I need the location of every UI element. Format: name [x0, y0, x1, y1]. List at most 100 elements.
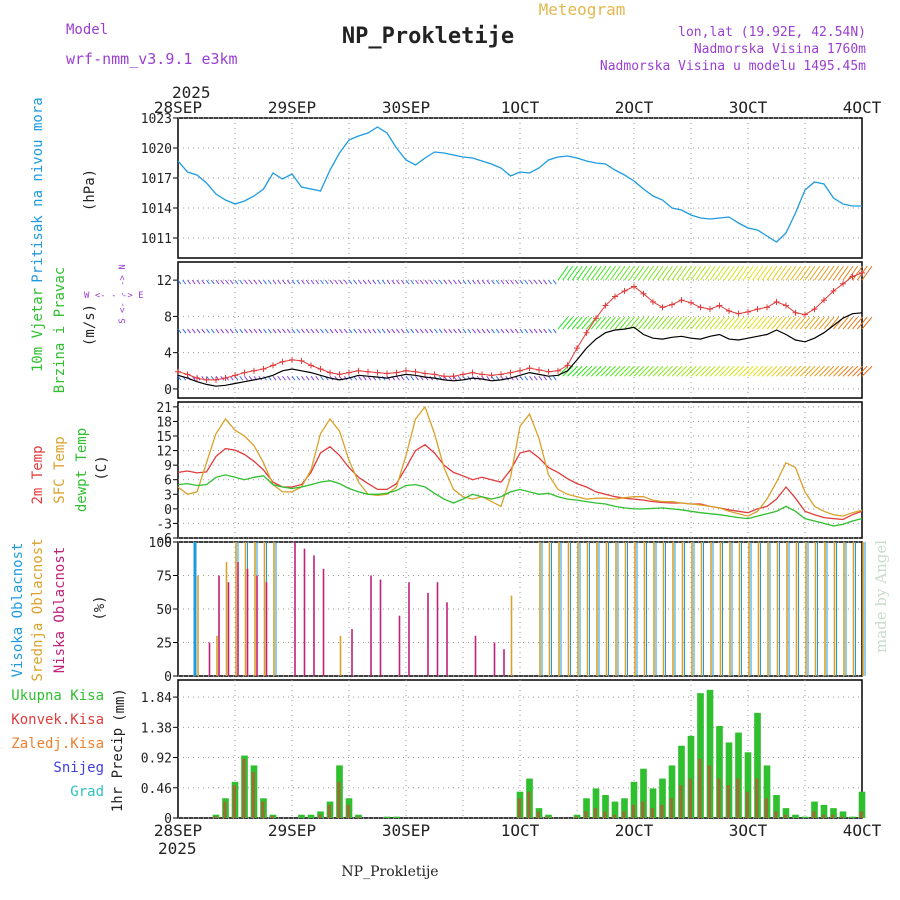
precip-bar-convective	[242, 758, 246, 818]
wind-direction-mark	[576, 265, 588, 281]
wind-direction-mark	[495, 279, 500, 285]
wind-direction-mark	[315, 328, 320, 334]
wind-direction-mark	[709, 265, 721, 281]
gust-marker	[688, 299, 694, 306]
precip-bar-total	[307, 814, 315, 818]
wind-direction-mark	[676, 316, 688, 330]
gust-marker	[270, 362, 276, 369]
wind-direction-mark	[457, 328, 462, 334]
precip-bar-convective	[337, 781, 341, 818]
wind-direction-mark	[282, 279, 286, 285]
wind-panel: 12 8 4 0	[156, 261, 873, 399]
pressure-ytick-label: 1017	[141, 172, 172, 187]
gust-marker	[412, 368, 419, 375]
precip-bar-total	[725, 742, 733, 818]
wind-direction-mark	[457, 279, 462, 285]
wind-direction-mark	[643, 265, 654, 281]
wind-direction-mark	[443, 279, 448, 285]
wind-direction-mark	[814, 316, 825, 330]
wind-direction-mark	[277, 279, 282, 285]
gust-marker	[707, 306, 713, 313]
wind-direction-mark	[210, 328, 215, 334]
wind-direction-mark	[467, 328, 472, 334]
wind-direction-mark	[733, 265, 745, 281]
wind-direction-mark	[182, 328, 187, 334]
wind-direction-mark	[267, 279, 272, 285]
wind-direction-mark	[752, 365, 764, 377]
wind-direction-mark	[847, 316, 859, 330]
wind-direction-mark	[191, 328, 196, 334]
wind-direction-mark	[448, 279, 453, 285]
wind-direction-mark	[633, 265, 645, 281]
legend-frozen-precip: Zaledj.Kisa	[11, 736, 104, 752]
gust-marker	[697, 304, 704, 311]
wind-direction-mark	[191, 279, 196, 285]
wind-direction-mark	[282, 328, 286, 334]
series-2m-temp	[177, 443, 863, 521]
precip-bar-convective	[831, 814, 835, 818]
precip-bar-total	[763, 765, 771, 818]
gust-marker	[602, 302, 609, 309]
x-label-top: 4OCT	[843, 98, 882, 117]
wind-direction-mark	[543, 375, 548, 381]
series-dewpt-temp	[177, 474, 863, 527]
wind-direction-mark	[438, 328, 443, 334]
wind-direction-mark	[367, 328, 372, 334]
temperature-ytick-label: -3	[156, 517, 172, 532]
wind-direction-mark	[215, 279, 220, 285]
wind-direction-mark	[310, 328, 315, 334]
wind-direction-mark	[643, 316, 654, 330]
wind-direction-mark	[239, 375, 244, 381]
wind-direction-mark	[305, 328, 310, 334]
wind-direction-mark	[799, 316, 811, 330]
precip-bar-total	[678, 745, 685, 818]
temp-subtitle: SFC Temp	[52, 436, 68, 503]
wind-direction-mark	[614, 316, 626, 330]
wind-direction-mark	[301, 279, 305, 285]
precip-bar-total	[782, 808, 790, 818]
precip-bar-convective	[774, 811, 778, 818]
wind-direction-mark	[638, 365, 650, 377]
wind-direction-mark	[804, 316, 816, 330]
wind-direction-mark	[833, 265, 844, 281]
wind-direction-mark	[790, 365, 802, 377]
precip-bar-total	[801, 816, 809, 818]
wind-direction-mark	[533, 375, 538, 381]
pressure-title: Pritisak na nivou mora	[30, 97, 46, 282]
gust-marker	[346, 369, 352, 376]
wind-direction-mark	[847, 365, 859, 377]
wind-direction-mark	[818, 365, 830, 377]
precip-bar-convective	[318, 814, 322, 818]
gust-marker	[479, 371, 485, 378]
precip-bar-convective	[603, 811, 607, 818]
wind-direction-mark	[581, 316, 593, 330]
wind-direction-mark	[533, 279, 538, 285]
temperature-ytick-label: 12	[156, 445, 172, 460]
precip-unit: (mm)	[112, 688, 128, 722]
wind-direction-mark	[320, 375, 324, 381]
wind-direction-mark	[177, 279, 182, 285]
wind-direction-mark	[443, 328, 448, 334]
wind-direction-mark	[852, 265, 863, 281]
wind-direction-mark	[681, 316, 692, 330]
wind-direction-mark	[386, 328, 391, 334]
precip-bar-total	[849, 816, 856, 818]
wind-direction-mark	[714, 265, 726, 281]
wind-direction-mark	[258, 328, 263, 334]
wind-direction-mark	[590, 265, 602, 281]
wind-direction-mark	[647, 365, 659, 377]
wind-direction-mark	[548, 328, 552, 334]
wind-direction-mark	[396, 328, 400, 334]
wind-direction-mark	[225, 279, 229, 285]
gust-marker	[659, 304, 666, 311]
wind-direction-mark	[377, 279, 381, 285]
gust-marker	[555, 367, 561, 374]
wind-direction-mark	[510, 328, 514, 334]
wind-direction-mark	[301, 328, 305, 334]
wind-direction-mark	[609, 316, 621, 330]
precip-bar-total	[820, 804, 828, 818]
x-label-bottom: 3OCT	[729, 821, 768, 840]
wind-direction-mark	[809, 365, 821, 377]
wind-direction-mark	[476, 328, 481, 334]
wind-direction-mark	[557, 316, 569, 330]
